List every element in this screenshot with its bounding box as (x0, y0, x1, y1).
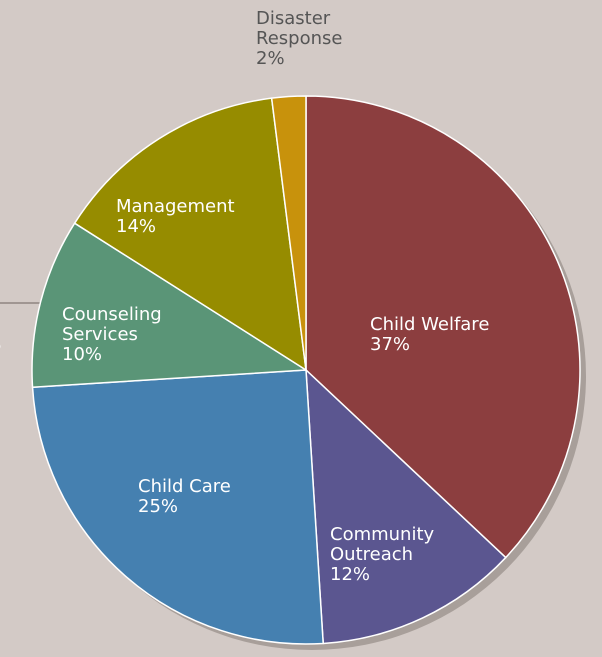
slice-label-line: Child Care (138, 476, 231, 497)
pie-slice-child-welfare (305, 95, 581, 559)
slice-label-line: Response (256, 28, 342, 49)
slice-label-child-welfare: Child Welfare 37% (370, 314, 489, 355)
slice-label-disaster-response: Disaster Response 2% (256, 8, 342, 69)
pie-slice-community-outreach (305, 369, 507, 645)
slices-layer (31, 95, 586, 650)
slice-label-line: Management (116, 196, 235, 217)
pie-slice-management (73, 97, 307, 371)
labels-layer: Child Welfare 37% Community Outreach 12% Chil… (62, 8, 489, 585)
slice-label-counseling-services: Counseling Services 10% (62, 304, 162, 365)
slice-percent: 12% (330, 564, 370, 585)
slice-percent: 10% (62, 344, 102, 365)
slice-label-child-care: Child Care 25% (138, 476, 231, 517)
slice-label-line: Counseling (62, 304, 162, 325)
pie-slice-child-care (31, 369, 324, 645)
slice-label-line: Disaster (256, 8, 331, 29)
slice-label-line: Community (330, 524, 435, 545)
pie-slice-disaster-response (270, 95, 307, 371)
slice-label-line: Services (62, 324, 138, 345)
slice-label-community-outreach: Community Outreach 12% (330, 524, 435, 585)
slice-percent: 37% (370, 334, 410, 355)
slice-label-line: Outreach (330, 544, 413, 565)
slice-label-management: Management 14% (116, 196, 235, 237)
slice-label-line: Child Welfare (370, 314, 489, 335)
slice-percent: 14% (116, 216, 156, 237)
slice-percent: 2% (256, 48, 285, 69)
slice-percent: 25% (138, 496, 178, 517)
pie-slice-counseling-services (31, 222, 307, 388)
partial-title-glyph: S (0, 334, 1, 355)
